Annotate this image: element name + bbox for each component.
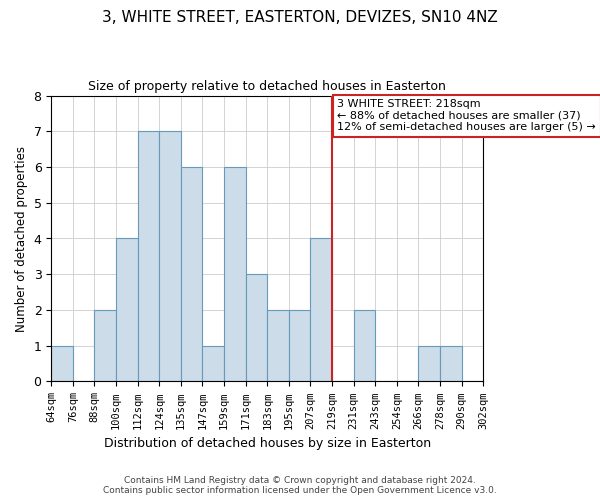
Text: 3 WHITE STREET: 218sqm
← 88% of detached houses are smaller (37)
12% of semi-det: 3 WHITE STREET: 218sqm ← 88% of detached… (337, 99, 596, 132)
Bar (245, 274, 267, 382)
Bar (289, 310, 310, 382)
Y-axis label: Number of detached properties: Number of detached properties (15, 146, 28, 332)
Text: 3, WHITE STREET, EASTERTON, DEVIZES, SN10 4NZ: 3, WHITE STREET, EASTERTON, DEVIZES, SN1… (102, 10, 498, 25)
Bar (310, 238, 332, 382)
Bar (51, 346, 73, 382)
X-axis label: Distribution of detached houses by size in Easterton: Distribution of detached houses by size … (104, 437, 431, 450)
Bar (267, 310, 289, 382)
Bar (418, 346, 440, 382)
Bar (353, 310, 375, 382)
Bar (224, 167, 245, 382)
Bar (440, 346, 461, 382)
Bar (159, 132, 181, 382)
Title: Size of property relative to detached houses in Easterton: Size of property relative to detached ho… (88, 80, 446, 93)
Bar (116, 238, 137, 382)
Bar (202, 346, 224, 382)
Text: Contains HM Land Registry data © Crown copyright and database right 2024.
Contai: Contains HM Land Registry data © Crown c… (103, 476, 497, 495)
Bar (181, 167, 202, 382)
Bar (137, 132, 159, 382)
Bar (94, 310, 116, 382)
